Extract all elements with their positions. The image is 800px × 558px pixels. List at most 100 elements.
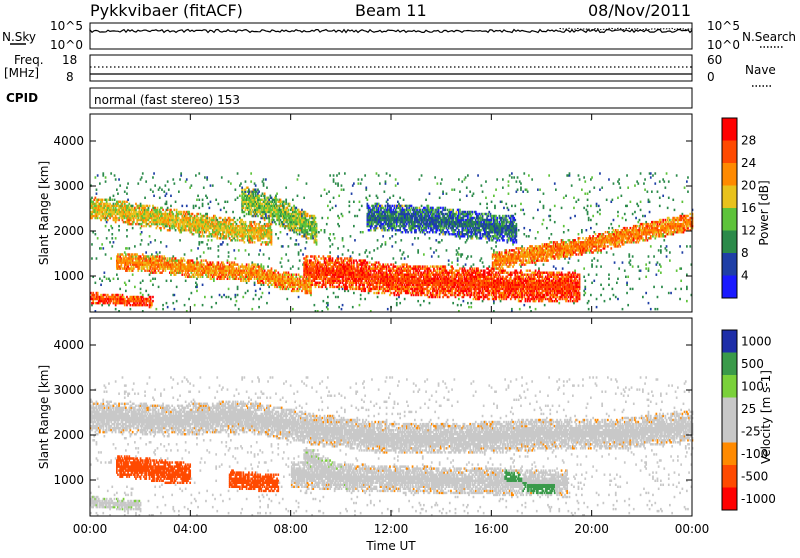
range-gate-cell <box>201 259 203 261</box>
range-gate-cell <box>172 178 174 180</box>
range-gate-cell <box>165 195 167 197</box>
range-gate-cell <box>115 308 117 310</box>
range-gate-cell <box>183 270 185 272</box>
power-cells <box>90 172 693 312</box>
range-gate-cell <box>194 304 196 306</box>
range-gate-cell <box>101 243 103 245</box>
range-gate-cell <box>134 286 136 288</box>
range-gate-cell <box>174 209 176 211</box>
range-gate-cell <box>166 245 168 247</box>
range-gate-cell <box>180 211 182 213</box>
range-gate-cell <box>141 239 143 241</box>
range-gate-cell <box>91 197 93 199</box>
range-gate-cell <box>130 304 132 306</box>
power-panel: Slant Range [km] 1000200030004000 481216… <box>37 114 771 312</box>
range-gate-cell <box>180 172 182 174</box>
range-gate-cell <box>196 286 198 288</box>
range-gate-cell <box>185 276 187 278</box>
range-gate-cell <box>111 227 113 229</box>
range-gate-cell <box>118 178 120 180</box>
range-gate-cell <box>145 290 147 292</box>
range-gate-cell <box>113 278 115 280</box>
range-gate-cell <box>110 172 112 174</box>
nsky-trace <box>90 30 692 33</box>
range-gate-cell <box>166 280 168 282</box>
range-gate-cell <box>143 225 145 227</box>
range-gate-cell <box>152 176 154 178</box>
range-gate-cell <box>175 229 177 231</box>
range-gate-cell <box>102 172 104 174</box>
range-gate-cell <box>127 182 129 184</box>
range-gate-cell <box>119 184 121 186</box>
nave-tick-top: 60 <box>707 53 722 67</box>
range-gate-cell <box>162 304 164 306</box>
range-gate-cell <box>191 229 193 231</box>
freq-strip: Freq. [MHz] 18 8 60 0 Nave <box>4 53 776 86</box>
range-gate-cell <box>184 259 186 261</box>
range-gate-cell <box>202 203 204 205</box>
range-gate-cell <box>161 259 163 261</box>
range-gate-cell <box>150 280 152 282</box>
range-gate-cell <box>166 201 168 203</box>
range-gate-cell <box>109 197 111 199</box>
range-gate-cell <box>194 276 196 278</box>
range-gate-cell <box>195 205 197 207</box>
range-gate-cell <box>91 257 93 259</box>
range-gate-cell <box>132 270 134 272</box>
range-gate-cell <box>185 180 187 182</box>
range-gate-cell <box>166 193 168 195</box>
date-title: 08/Nov/2011 <box>588 1 691 20</box>
range-gate-cell <box>160 241 162 243</box>
range-gate-cell <box>150 241 152 243</box>
range-gate-cell <box>104 272 106 274</box>
range-gate-cell <box>118 225 120 227</box>
range-gate-cell <box>126 193 128 195</box>
range-gate-cell <box>113 195 115 197</box>
range-gate-cell <box>159 197 161 199</box>
cpid-label: CPID <box>6 91 38 105</box>
range-gate-cell <box>141 231 143 233</box>
range-gate-cell <box>159 251 161 253</box>
range-gate-cell <box>143 300 145 302</box>
range-gate-cell <box>149 235 151 237</box>
range-gate-cell <box>118 229 120 231</box>
range-gate-cell <box>172 213 174 215</box>
range-gate-cell <box>124 201 126 203</box>
range-gate-cell <box>157 253 159 255</box>
range-gate-cell <box>140 282 142 284</box>
range-gate-cell <box>95 176 97 178</box>
range-gate-cell <box>114 199 116 201</box>
range-gate-cell <box>193 233 195 235</box>
nsky-tick-bottom: 10^0 <box>50 38 83 52</box>
range-gate-cell <box>174 182 176 184</box>
range-gate-cell <box>146 304 148 306</box>
range-gate-cell <box>108 229 110 231</box>
range-gate-cell <box>192 213 194 215</box>
range-gate-cell <box>141 270 143 272</box>
range-gate-cell <box>162 308 164 310</box>
range-gate-cell <box>116 217 118 219</box>
range-gate-cell <box>117 278 119 280</box>
range-gate-cell <box>116 189 118 191</box>
range-gate-cell <box>186 205 188 207</box>
range-gate-cell <box>191 292 193 294</box>
range-gate-cell <box>162 270 164 272</box>
range-gate-cell <box>153 195 155 197</box>
range-gate-cell <box>115 237 117 239</box>
freq-tick-bottom: 8 <box>66 70 74 84</box>
range-gate-cell <box>110 257 112 259</box>
range-gate-cell <box>97 237 99 239</box>
range-gate-cell <box>161 189 163 191</box>
nsky-tick-top: 10^5 <box>50 19 83 33</box>
radar-figure: Pykkvibaer (fitACF) Beam 11 08/Nov/2011 … <box>0 0 800 554</box>
range-gate-cell <box>114 174 116 176</box>
range-gate-cell <box>198 172 200 174</box>
range-gate-cell <box>95 282 97 284</box>
range-gate-cell <box>99 278 101 280</box>
range-gate-cell <box>117 294 119 296</box>
range-gate-cell <box>166 302 168 304</box>
range-gate-cell <box>168 189 170 191</box>
freq-tick-top: 18 <box>62 53 77 67</box>
range-gate-cell <box>158 286 160 288</box>
range-gate-cell <box>130 308 132 310</box>
